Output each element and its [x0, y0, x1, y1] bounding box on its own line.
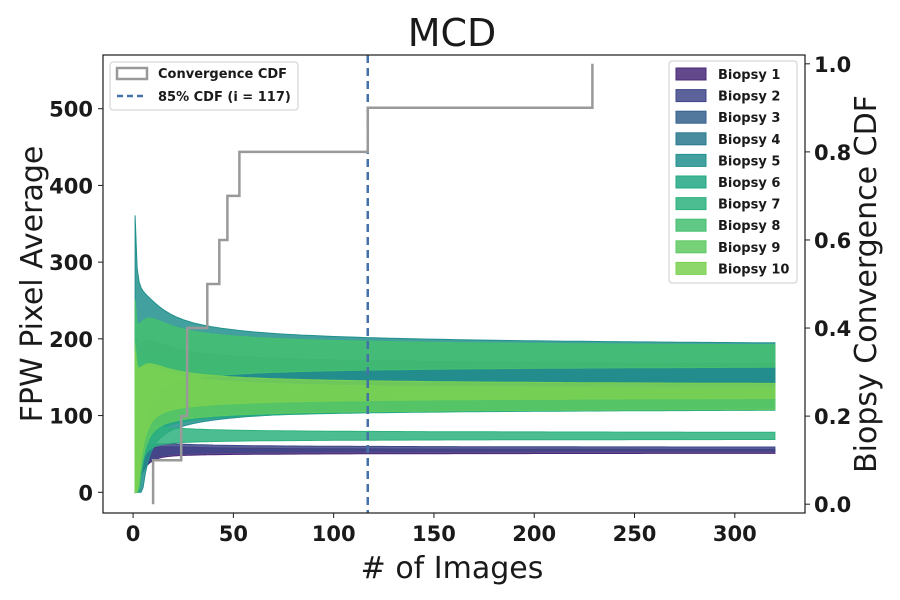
- y-axis-label-right: Biopsy Convergence CDF: [849, 95, 884, 473]
- legend-label-7: Biopsy 7: [718, 198, 780, 213]
- y-left-tick-label: 300: [49, 251, 93, 275]
- y-left-tick-label: 400: [49, 174, 93, 198]
- band-7: [134, 426, 776, 493]
- y-axis-label-left: FPW Pixel Average: [15, 146, 50, 423]
- legend-threshold-label: 85% CDF (i = 117): [158, 90, 291, 105]
- cdf-line: [151, 63, 594, 505]
- y-left-tick-label: 0: [78, 481, 93, 505]
- legend-swatch-10: [675, 261, 707, 275]
- x-tick-label: 150: [412, 522, 456, 546]
- band-1: [134, 446, 776, 494]
- legend-left: Convergence CDF 85% CDF (i = 117): [109, 61, 299, 111]
- legend-swatch-6: [675, 175, 707, 189]
- x-tick-label: 0: [126, 522, 141, 546]
- band-10: [134, 350, 776, 493]
- band-2: [134, 443, 776, 494]
- x-tick-label: 300: [713, 522, 757, 546]
- legend-left-box: [109, 61, 299, 111]
- legend-cdf-label: Convergence CDF: [158, 67, 287, 82]
- legend-swatch-8: [675, 218, 707, 232]
- legend-swatch-1: [675, 67, 707, 81]
- y-right-tick-label: 1.0: [814, 53, 851, 77]
- legend-swatch-4: [675, 132, 707, 146]
- x-axis-label: # of Images: [361, 551, 544, 586]
- x-tick-label: 200: [512, 522, 556, 546]
- legend-label-9: Biopsy 9: [718, 241, 780, 256]
- y-left-tick-label: 500: [49, 98, 93, 122]
- legend-label-8: Biopsy 8: [718, 219, 780, 234]
- legend-swatch-5: [675, 153, 707, 167]
- legend-swatch-2: [675, 89, 707, 103]
- legend-swatch-9: [675, 240, 707, 254]
- legend-label-3: Biopsy 3: [718, 111, 780, 126]
- y-right-tick-label: 0.4: [814, 317, 851, 341]
- legend-swatch-3: [675, 110, 707, 124]
- legend-label-4: Biopsy 4: [718, 133, 780, 148]
- legend-label-6: Biopsy 6: [718, 176, 780, 191]
- x-tick-label: 50: [219, 522, 248, 546]
- y-left-tick-label: 100: [49, 405, 93, 429]
- y-right-tick-label: 0.8: [814, 141, 851, 165]
- band-layer: [134, 215, 776, 494]
- y-right-tick-label: 0.0: [814, 493, 851, 517]
- chart-title: MCD: [408, 11, 497, 55]
- legend-right: Biopsy 1 Biopsy 2 Biopsy 3 Biopsy 4 Biopsy 5…: [668, 60, 798, 284]
- y-right-tick-label: 0.2: [814, 405, 851, 429]
- y-right-tick-label: 0.6: [814, 229, 851, 253]
- legend-cdf-swatch: [115, 66, 149, 81]
- legend-swatch-7: [675, 197, 707, 211]
- x-tick-label: 100: [312, 522, 356, 546]
- legend-label-5: Biopsy 5: [718, 154, 780, 169]
- plot-frame: [102, 54, 806, 514]
- legend-label-2: Biopsy 2: [718, 90, 780, 105]
- x-tick-label: 250: [613, 522, 657, 546]
- tick-layer: 0 50 100 150 200 250 300 0 100 200 300 400 500 0.0 0.2…: [49, 53, 851, 546]
- cdf-layer: [151, 55, 594, 513]
- legend-label-10: Biopsy 10: [718, 262, 789, 277]
- legend-label-1: Biopsy 1: [718, 68, 780, 83]
- y-left-tick-label: 200: [49, 328, 93, 352]
